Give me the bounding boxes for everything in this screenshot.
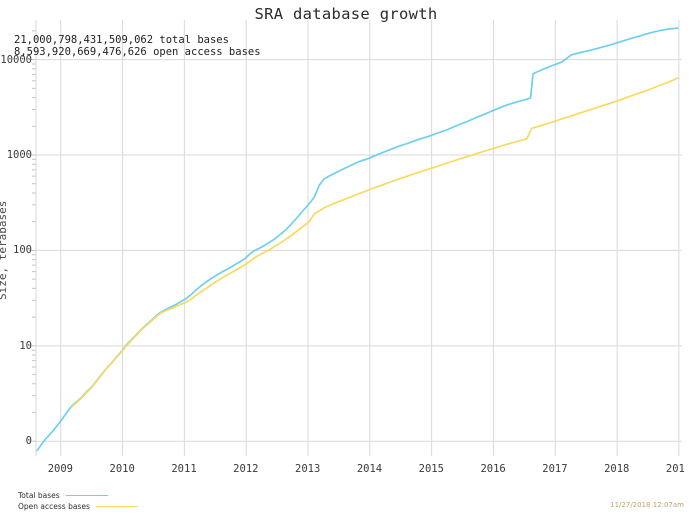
legend-label-total-bases: Total bases bbox=[18, 491, 60, 500]
x-tick-label: 2015 bbox=[418, 463, 444, 475]
chart-legend: Total bases Open access bases bbox=[18, 490, 138, 512]
y-tick-label: 1000 bbox=[6, 148, 32, 161]
x-tick-label: 2014 bbox=[356, 463, 383, 475]
x-tick-label: 2011 bbox=[171, 463, 197, 475]
x-tick-label: 2013 bbox=[295, 463, 321, 475]
legend-item-total-bases[interactable]: Total bases bbox=[18, 490, 138, 501]
chart-title: SRA database growth bbox=[254, 5, 438, 23]
y-tick-label: 10 bbox=[19, 339, 32, 352]
x-tick-label: 2010 bbox=[109, 463, 135, 475]
legend-swatch-open-access-bases bbox=[95, 506, 138, 507]
y-tick-label: 10000 bbox=[0, 53, 32, 66]
x-tick-label: 201 bbox=[665, 463, 685, 475]
render-timestamp: 11/27/2018 12:07am bbox=[610, 501, 684, 509]
x-tick-label: 2009 bbox=[47, 463, 74, 475]
x-tick-label: 2012 bbox=[233, 463, 259, 475]
y-tick-label: 0 bbox=[25, 435, 32, 448]
annotation-open-access-bases: 8,593,920,669,476,626 open access bases bbox=[14, 45, 261, 58]
annotation-total-bases: 21,000,798,431,509,062 total bases bbox=[14, 34, 229, 46]
chart-annotations: 21,000,798,431,509,062 total bases 8,593… bbox=[14, 34, 261, 58]
y-tick-label: 100 bbox=[13, 244, 32, 257]
x-tick-label: 2017 bbox=[542, 463, 568, 475]
grid-layer bbox=[29, 20, 682, 456]
legend-item-open-access-bases[interactable]: Open access bases bbox=[18, 501, 138, 512]
legend-swatch-total-bases bbox=[65, 495, 108, 496]
x-tick-label: 2016 bbox=[480, 463, 506, 475]
legend-label-open-access-bases: Open access bases bbox=[18, 502, 90, 511]
y-axis-title: Size, terabases bbox=[0, 200, 9, 300]
plot-area bbox=[29, 20, 682, 456]
x-tick-label: 2018 bbox=[604, 463, 630, 475]
series-layer bbox=[36, 27, 679, 452]
